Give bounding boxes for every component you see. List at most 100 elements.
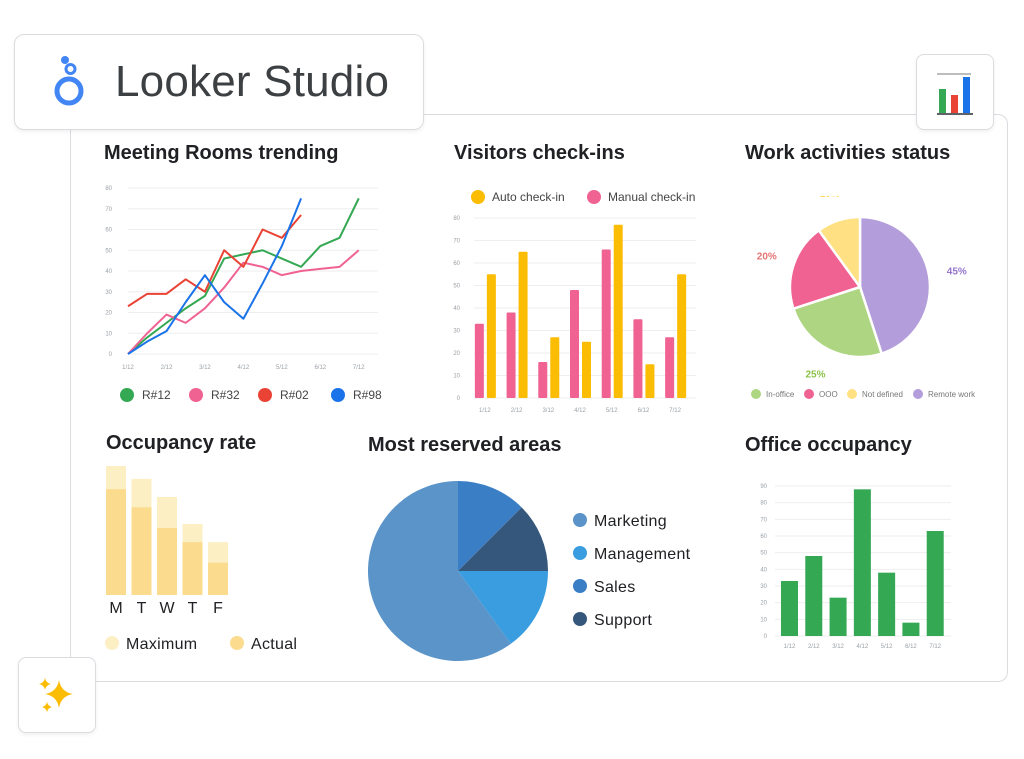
y-tick-label: 70: [105, 207, 112, 213]
y-tick-label: 50: [105, 248, 112, 254]
pie-slice-Sales: [458, 481, 522, 571]
y-tick-label: 0: [109, 352, 113, 358]
sparkle-icon: [39, 678, 73, 712]
legend-label: In-office: [766, 390, 795, 399]
legend-label: Marketing: [594, 513, 667, 530]
legend-label: R#98: [353, 388, 382, 402]
y-tick-label: 10: [105, 331, 112, 337]
series-line-R#02: [127, 214, 302, 308]
x-tick-label: T: [188, 600, 198, 617]
occupancy-rate-title: Occupancy rate: [106, 432, 257, 454]
reserved-areas-chart: Marketing Management Sales Support: [367, 481, 691, 661]
slice-percent-label: 25%: [806, 369, 826, 380]
slice-percent-label: 45%: [947, 267, 967, 278]
y-tick-label: 90: [760, 484, 767, 490]
x-tick-label: F: [213, 600, 223, 617]
chart-type-button[interactable]: [916, 54, 994, 130]
y-tick-label: 20: [760, 601, 767, 607]
legend-label: Manual check-in: [608, 190, 695, 204]
brand-header: Looker Studio: [14, 34, 424, 130]
x-tick-label: 7/12: [353, 365, 365, 371]
bar-Manual check-in: [538, 362, 548, 398]
bar-actual: [106, 489, 126, 595]
series-line-R#32: [127, 249, 360, 355]
x-tick-label: 4/12: [857, 644, 869, 650]
x-tick-label: 3/12: [832, 644, 844, 650]
x-tick-label: 4/12: [238, 365, 250, 371]
y-tick-label: 10: [453, 374, 460, 380]
bar-office-occupancy: [805, 556, 823, 636]
slice-percent-label: 10%: [820, 196, 840, 200]
bar-Auto check-in: [677, 274, 687, 398]
legend-label: Sales: [594, 579, 636, 596]
office-occupancy-title: Office occupancy: [745, 434, 912, 456]
y-tick-label: 50: [453, 284, 460, 290]
y-tick-label: 40: [760, 567, 767, 573]
bar-actual: [208, 562, 228, 595]
bar-Auto check-in: [486, 274, 496, 398]
bar-chart-icon: [937, 73, 973, 115]
bar-Manual check-in: [633, 319, 643, 398]
legend-label: Maximum: [126, 636, 197, 653]
magic-button[interactable]: [18, 657, 96, 733]
meeting-rooms-chart: 0 10 20 30 40 50 60 70 80 1/12 2/12 3/12 4/12 5/12 6/1…: [105, 186, 382, 402]
x-tick-label: 2/12: [511, 408, 523, 414]
x-tick-label: 4/12: [574, 408, 586, 414]
x-tick-label: 3/12: [542, 408, 554, 414]
legend-label: R#32: [211, 388, 240, 402]
x-tick-label: 6/12: [905, 644, 917, 650]
bar-Auto check-in: [518, 251, 528, 398]
legend-marker: [751, 389, 761, 399]
bar-actual: [182, 542, 203, 595]
bar-Manual check-in: [474, 323, 484, 398]
legend-label: Management: [594, 546, 691, 563]
work-activities-chart: 45% 25% 20% 10% In-office OOO Not defined Remot…: [751, 196, 976, 399]
legend-marker: [105, 636, 119, 650]
bar-Manual check-in: [570, 290, 579, 398]
y-tick-label: 20: [105, 311, 112, 317]
bar-Auto check-in: [613, 224, 623, 398]
legend-marker: [913, 389, 923, 399]
pie-slice-Management: [458, 571, 548, 644]
y-tick-label: 60: [105, 228, 112, 234]
legend-marker: [573, 513, 587, 527]
legend-marker: [573, 612, 587, 626]
x-tick-label: 5/12: [881, 644, 893, 650]
slice-percent-label: 20%: [757, 252, 777, 263]
bar-Manual check-in: [506, 312, 516, 398]
bar-office-occupancy: [902, 622, 920, 636]
y-tick-label: 70: [760, 517, 767, 523]
x-tick-label: 1/12: [122, 365, 134, 371]
legend-label: OOO: [819, 390, 838, 399]
bar-Auto check-in: [550, 337, 560, 398]
y-tick-label: 80: [453, 216, 460, 222]
legend-marker: [573, 579, 587, 593]
legend-marker: [587, 190, 601, 204]
legend-label: Remote work: [928, 390, 976, 399]
y-tick-label: 50: [760, 551, 767, 557]
x-tick-label: 3/12: [199, 365, 211, 371]
bar-office-occupancy: [878, 572, 896, 636]
work-activities-title: Work activities status: [745, 142, 951, 164]
y-tick-label: 10: [760, 617, 767, 623]
pie-slice-Not defined: [817, 215, 862, 291]
x-tick-label: M: [109, 600, 122, 617]
bar-Manual check-in: [665, 337, 675, 398]
series-line-R#98: [127, 198, 303, 355]
x-tick-label: 7/12: [929, 644, 941, 650]
office-occupancy-chart: 0 10 20 30 40 50 60 70 80 90 1/12 2/12 3/12 4/12 5/12 6…: [760, 484, 951, 650]
reserved-areas-title: Most reserved areas: [368, 434, 562, 456]
x-tick-label: W: [159, 600, 175, 617]
pie-slice-Support: [458, 507, 548, 571]
legend-label: Support: [594, 612, 652, 629]
legend-label: R#12: [142, 388, 171, 402]
y-tick-label: 0: [764, 634, 768, 640]
pie-slice-In-office: [791, 285, 884, 359]
legend-marker: [230, 636, 244, 650]
x-tick-label: T: [137, 600, 147, 617]
visitors-chart: 0 10 20 30 40 50 60 70 80 1/12 2/12 3/12 4/12 5/12 6/1…: [453, 190, 696, 414]
bar-Auto check-in: [645, 364, 655, 398]
pie-slice-Marketing: [367, 481, 511, 661]
x-tick-label: 2/12: [161, 365, 173, 371]
legend-label: R#02: [280, 388, 309, 402]
